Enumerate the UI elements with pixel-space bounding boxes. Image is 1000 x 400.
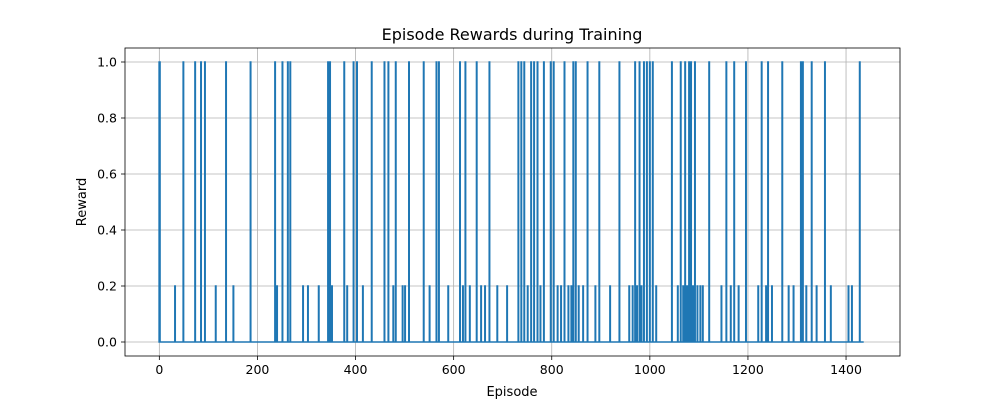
x-tick-label: 800 [540,362,564,377]
x-tick-label: 200 [246,362,270,377]
y-tick-label: 0.4 [97,223,117,238]
y-axis-label: Reward [75,178,90,226]
x-tick-label: 1400 [830,362,862,377]
plot-frame [124,47,901,357]
x-tick-label: 600 [442,362,466,377]
grid-lines [125,48,900,356]
y-tick-label: 0.8 [97,111,117,126]
chart-title: Episode Rewards during Training [382,25,643,44]
x-tick-label: 400 [344,362,368,377]
y-tick-label: 0.2 [97,279,117,294]
axis-ticks: 0 200 400 600 800 1000 1200 1400 0.0 0.2 0.4 0.6 0.8… [97,55,862,378]
x-tick-label: 1000 [634,362,666,377]
x-tick-label: 0 [155,362,163,377]
reward-series-line [158,61,864,343]
y-tick-label: 0.0 [97,335,117,350]
y-tick-label: 1.0 [97,55,117,70]
series-layer [158,61,864,343]
y-tick-label: 0.6 [97,167,117,182]
x-tick-label: 1200 [732,362,764,377]
x-axis-label: Episode [486,385,537,400]
